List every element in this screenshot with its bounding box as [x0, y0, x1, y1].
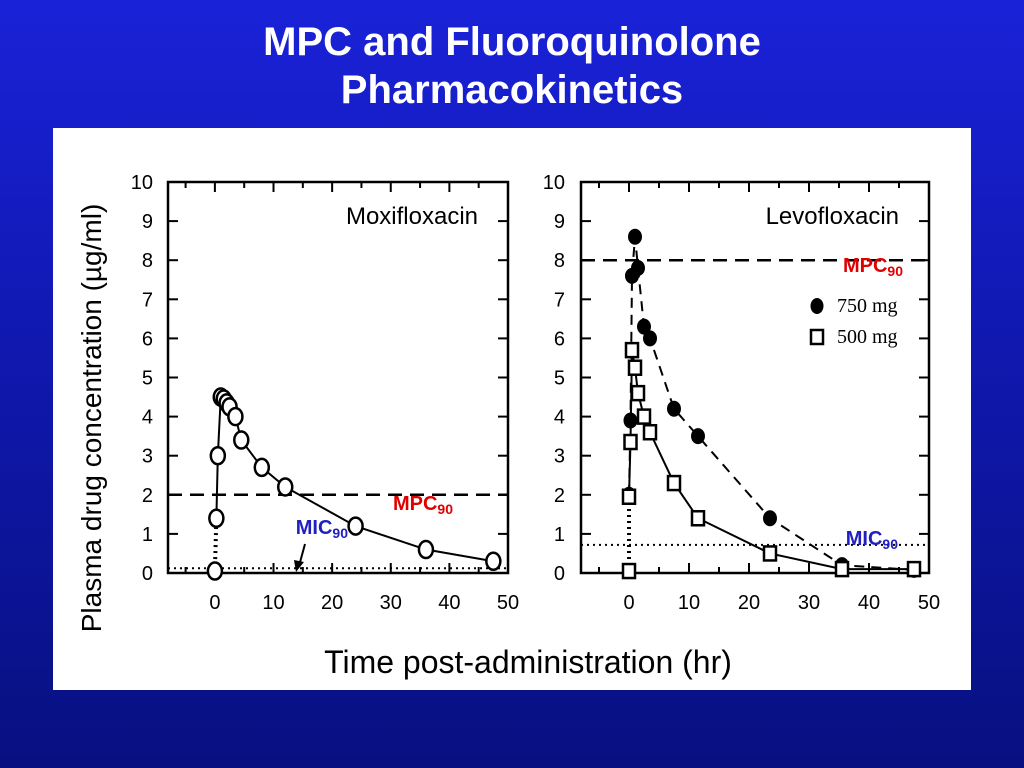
- chart-title: Moxifloxacin: [346, 203, 478, 230]
- y-tick-label: 6: [142, 328, 153, 350]
- y-tick-label: 6: [554, 328, 565, 350]
- y-tick-label: 2: [142, 485, 153, 507]
- y-tick-label: 0: [554, 563, 565, 585]
- mic-label: MIC90: [846, 528, 898, 552]
- series-line: [215, 395, 494, 563]
- mic-arrow-head: [294, 560, 304, 572]
- data-point: [417, 539, 435, 560]
- data-point: [233, 430, 250, 450]
- x-tick-label: 50: [497, 592, 519, 614]
- series-line: [628, 236, 915, 571]
- data-point: [834, 560, 850, 578]
- data-point: [621, 488, 637, 506]
- data-point: [485, 551, 502, 572]
- data-point: [208, 508, 225, 529]
- data-point: [206, 561, 224, 581]
- legend-label: 750 mg: [837, 295, 898, 317]
- y-axis-label: Plasma drug concentration (µg/ml): [76, 204, 107, 633]
- y-tick-label: 7: [554, 289, 565, 311]
- y-tick-label: 10: [543, 172, 565, 194]
- mpc-label: MPC90: [393, 493, 453, 517]
- y-tick-label: 4: [142, 407, 153, 429]
- data-point: [762, 545, 778, 562]
- data-point: [227, 406, 244, 427]
- mic-label: MIC90: [296, 517, 348, 541]
- legend: 750 mg 500 mg: [809, 295, 898, 348]
- y-tick-label: 3: [142, 446, 153, 468]
- data-point: [631, 260, 645, 277]
- data-point: [209, 445, 227, 466]
- x-tick-label: 10: [678, 592, 700, 614]
- data-point: [642, 423, 658, 441]
- x-tick-label: 40: [858, 592, 880, 614]
- data-point: [624, 341, 640, 359]
- data-point: [666, 474, 682, 492]
- data-point: [628, 228, 642, 245]
- y-tick-label: 9: [142, 211, 153, 233]
- data-point: [690, 510, 706, 527]
- legend-label: 500 mg: [837, 326, 898, 348]
- y-tick-label: 9: [554, 211, 565, 233]
- x-tick-label: 30: [798, 592, 820, 614]
- x-tick-label: 30: [380, 592, 402, 614]
- x-tick-label: 40: [438, 592, 460, 614]
- data-point: [276, 477, 294, 497]
- data-point: [621, 562, 637, 580]
- y-tick-label: 5: [554, 368, 565, 390]
- y-tick-label: 7: [142, 289, 153, 311]
- data-point: [643, 330, 657, 347]
- data-point: [763, 510, 777, 527]
- title-line-2: Pharmacokinetics: [340, 68, 684, 112]
- x-axis-label: Time post-administration (hr): [324, 644, 732, 680]
- y-tick-label: 5: [142, 368, 153, 390]
- data-point: [637, 318, 651, 335]
- y-tick-label: 8: [554, 250, 565, 272]
- mpc-label: MPC90: [843, 255, 903, 279]
- legend-marker-open-square: [809, 328, 825, 346]
- title-line-1: MPC and Fluoroquinolone: [263, 20, 761, 64]
- data-point: [636, 408, 652, 425]
- chart-panel: 0 1 2 3 4 5 6 7 8 9 10 0 10 20 30 40 50 Moxifloxacin MPC90…: [53, 128, 971, 690]
- legend-marker-filled-circle: [810, 298, 824, 314]
- chart-title: Levofloxacin: [766, 203, 899, 230]
- mpc-label-subscript: 90: [887, 263, 903, 279]
- x-tick-label: 50: [918, 592, 940, 614]
- mic-label-subscript: 90: [882, 536, 898, 552]
- y-tick-label: 2: [554, 485, 565, 507]
- mpc-label-main: MPC: [843, 255, 887, 277]
- x-tick-label: 20: [321, 592, 343, 614]
- data-point: [253, 457, 271, 478]
- mic-label-main: MIC: [846, 528, 883, 550]
- y-tick-label: 0: [142, 563, 153, 585]
- mic-label-main: MIC: [296, 517, 333, 539]
- data-point: [906, 560, 922, 578]
- x-tick-label: 20: [738, 592, 760, 614]
- y-tick-label: 10: [131, 172, 153, 194]
- mpc-label-main: MPC: [393, 493, 437, 515]
- mpc-label-subscript: 90: [437, 501, 453, 517]
- x-tick-label: 10: [262, 592, 284, 614]
- y-tick-label: 1: [142, 524, 153, 546]
- data-point: [630, 384, 646, 402]
- data-point: [667, 400, 681, 417]
- chart-1: 0 1 2 3 4 5 6 7 8 9 10 0 10 20 30 40 50 Moxifloxacin: [131, 172, 519, 614]
- y-tick-label: 1: [554, 524, 565, 546]
- mic-label-subscript: 90: [332, 525, 348, 541]
- chart-2: 0 1 2 3 4 5 6 7 8 9 10 0 10 20 30 40 50 Levofloxacin 750 m…: [543, 172, 940, 614]
- y-tick-label: 4: [554, 407, 565, 429]
- data-point: [623, 433, 638, 451]
- data-point: [627, 359, 643, 376]
- x-tick-label: 0: [623, 592, 634, 614]
- y-tick-label: 8: [142, 250, 153, 272]
- slide-title: MPC and Fluoroquinolone Pharmacokinetics: [0, 18, 1024, 114]
- data-point: [691, 428, 705, 445]
- data-point: [347, 516, 364, 536]
- x-tick-label: 0: [209, 592, 220, 614]
- y-tick-label: 3: [554, 446, 565, 468]
